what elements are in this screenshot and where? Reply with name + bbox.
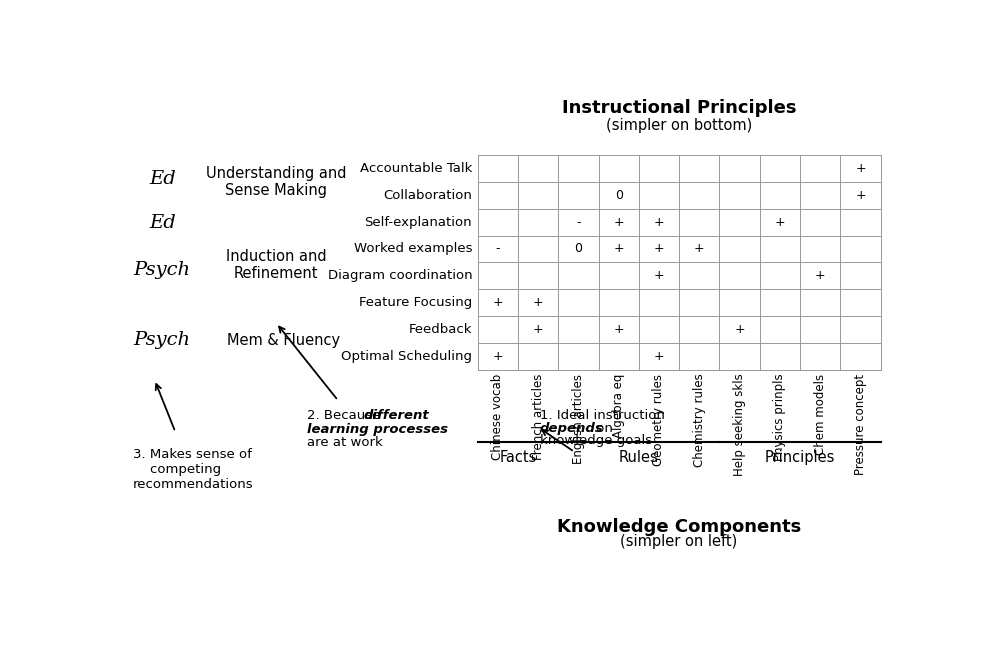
Text: Self-explanation: Self-explanation <box>365 216 472 229</box>
Text: Principles: Principles <box>765 450 835 465</box>
Text: Chemistry rules: Chemistry rules <box>693 374 706 467</box>
Text: Ed: Ed <box>149 214 176 232</box>
Text: 3. Makes sense of
    competing
recommendations: 3. Makes sense of competing recommendati… <box>133 448 253 491</box>
Text: -: - <box>496 242 500 255</box>
Text: Optimal Scheduling: Optimal Scheduling <box>341 350 472 363</box>
Text: +: + <box>613 323 624 336</box>
Text: +: + <box>775 216 785 229</box>
Text: Physics prinpls: Physics prinpls <box>773 374 786 461</box>
Text: Ed: Ed <box>149 170 176 189</box>
Text: different: different <box>364 409 429 422</box>
Text: 1. Ideal instruction: 1. Ideal instruction <box>540 409 664 422</box>
Text: +: + <box>654 270 664 283</box>
Text: +: + <box>533 323 543 336</box>
Text: Collaboration: Collaboration <box>383 189 472 202</box>
Text: Help seeking skls: Help seeking skls <box>733 374 746 476</box>
Text: Psych: Psych <box>134 331 191 349</box>
Text: +: + <box>613 216 624 229</box>
Text: +: + <box>694 242 705 255</box>
Text: +: + <box>855 162 866 175</box>
Text: are at work: are at work <box>307 437 383 450</box>
Text: Geometry rules: Geometry rules <box>652 374 665 466</box>
Text: Pressure concept: Pressure concept <box>854 374 867 475</box>
Text: English articles: English articles <box>572 374 585 463</box>
Text: +: + <box>654 242 664 255</box>
Text: +: + <box>654 350 664 363</box>
Text: +: + <box>734 323 745 336</box>
Text: 0: 0 <box>574 242 582 255</box>
Text: Facts: Facts <box>499 450 537 465</box>
Text: learning processes: learning processes <box>307 423 448 436</box>
Text: +: + <box>815 270 825 283</box>
Text: Knowledge Components: Knowledge Components <box>557 518 801 536</box>
Text: Feedback: Feedback <box>409 323 472 336</box>
Text: Psych: Psych <box>134 261 191 279</box>
Text: Induction and
Refinement: Induction and Refinement <box>226 249 326 281</box>
Text: +: + <box>492 350 503 363</box>
Text: Diagram coordination: Diagram coordination <box>328 270 472 283</box>
Text: 0: 0 <box>615 189 623 202</box>
Text: depends: depends <box>540 422 603 435</box>
Text: +: + <box>533 296 543 309</box>
Text: Mem & Fluency: Mem & Fluency <box>227 333 340 348</box>
Text: knowledge goals: knowledge goals <box>540 434 652 447</box>
Text: Understanding and
Sense Making: Understanding and Sense Making <box>206 166 346 198</box>
Text: (simpler on bottom): (simpler on bottom) <box>606 118 752 133</box>
Text: Chinese vocab: Chinese vocab <box>491 374 504 460</box>
Text: +: + <box>492 296 503 309</box>
Text: Rules: Rules <box>619 450 659 465</box>
Text: Accountable Talk: Accountable Talk <box>360 162 472 175</box>
Text: Instructional Principles: Instructional Principles <box>562 98 796 117</box>
Text: -: - <box>576 216 581 229</box>
Text: Feature Focusing: Feature Focusing <box>359 296 472 309</box>
Text: +: + <box>613 242 624 255</box>
Text: +: + <box>654 216 664 229</box>
Text: French articles: French articles <box>532 374 545 460</box>
Text: Chem models: Chem models <box>814 374 827 455</box>
Text: Algebra eq: Algebra eq <box>612 374 625 438</box>
Text: (simpler on left): (simpler on left) <box>620 535 738 550</box>
Text: Worked examples: Worked examples <box>354 242 472 255</box>
Text: +: + <box>855 189 866 202</box>
Text: 2. Because: 2. Because <box>307 409 385 422</box>
Text: on: on <box>592 422 613 435</box>
